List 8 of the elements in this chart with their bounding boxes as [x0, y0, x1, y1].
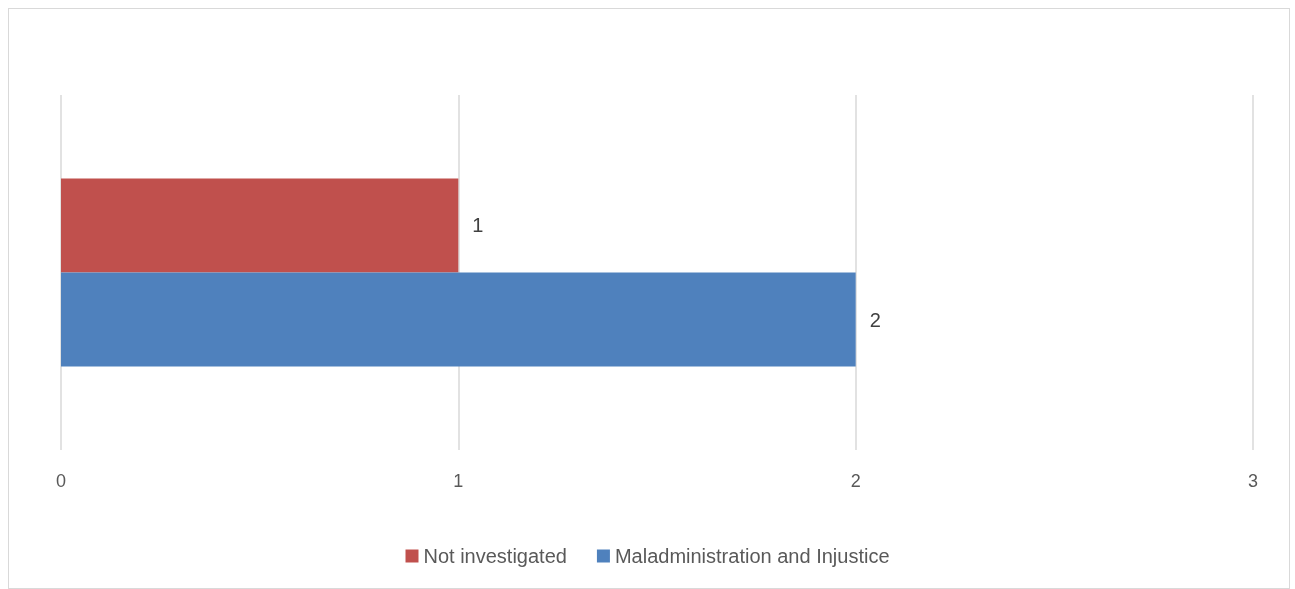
data-label: 1 [472, 214, 484, 237]
data-label: 2 [869, 308, 881, 331]
x-tick-label: 2 [850, 471, 861, 491]
x-tick-label: 0 [55, 471, 67, 491]
x-tick-label: 3 [1247, 471, 1259, 491]
x-tick-label: 1 [453, 471, 464, 491]
legend-label: Maladministration and Injustice [614, 545, 890, 567]
legend-label: Not investigated [423, 545, 567, 567]
